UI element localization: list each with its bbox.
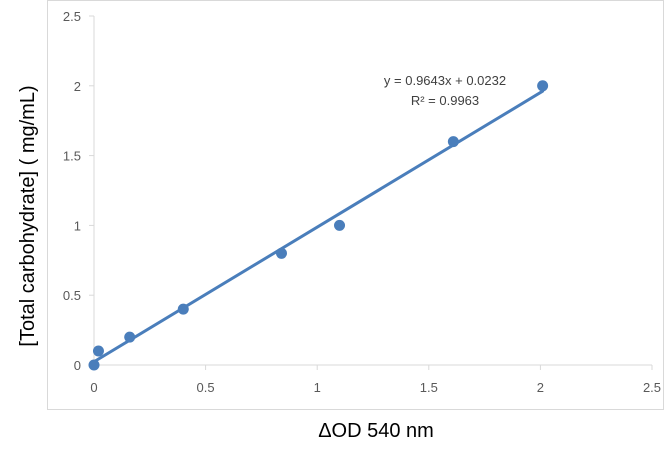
data-point: [88, 359, 100, 371]
y-tick-label: 2.5: [63, 9, 81, 24]
x-axis-title: ΔOD 540 nm: [318, 420, 434, 442]
x-tick-label: 2.5: [643, 380, 661, 395]
data-point: [447, 136, 459, 148]
data-point: [275, 247, 287, 259]
tick-labels: 0 0.5 1 1.5 2 2.5 0 0.5 1 1.5 2 2.5: [63, 9, 661, 395]
x-tick-label: 1.5: [420, 380, 438, 395]
trendline-equation: y = 0.9643x + 0.0232: [384, 73, 506, 88]
data-point: [334, 219, 346, 231]
y-axis-title: [Total carbohydrate] ( mg/mL): [17, 85, 39, 346]
y-tick-label: 1: [74, 218, 81, 233]
y-tick-label: 1.5: [63, 149, 81, 164]
x-tick-label: 0: [90, 380, 97, 395]
data-point: [124, 331, 136, 343]
axes: [89, 15, 653, 370]
trendline: [92, 89, 545, 364]
data-point: [537, 80, 549, 92]
chart-area: [47, 0, 664, 410]
y-tick-label: 0: [74, 358, 81, 373]
data-points: [88, 80, 549, 371]
trendline-layer: [92, 89, 545, 364]
x-tick-label: 2: [537, 380, 544, 395]
y-tick-label: 2: [74, 79, 81, 94]
data-point: [177, 303, 189, 315]
data-point: [92, 345, 104, 357]
x-tick-label: 0.5: [197, 380, 215, 395]
trendline-r-squared: R² = 0.9963: [411, 93, 479, 108]
y-tick-label: 0.5: [63, 288, 81, 303]
x-tick-label: 1: [314, 380, 321, 395]
